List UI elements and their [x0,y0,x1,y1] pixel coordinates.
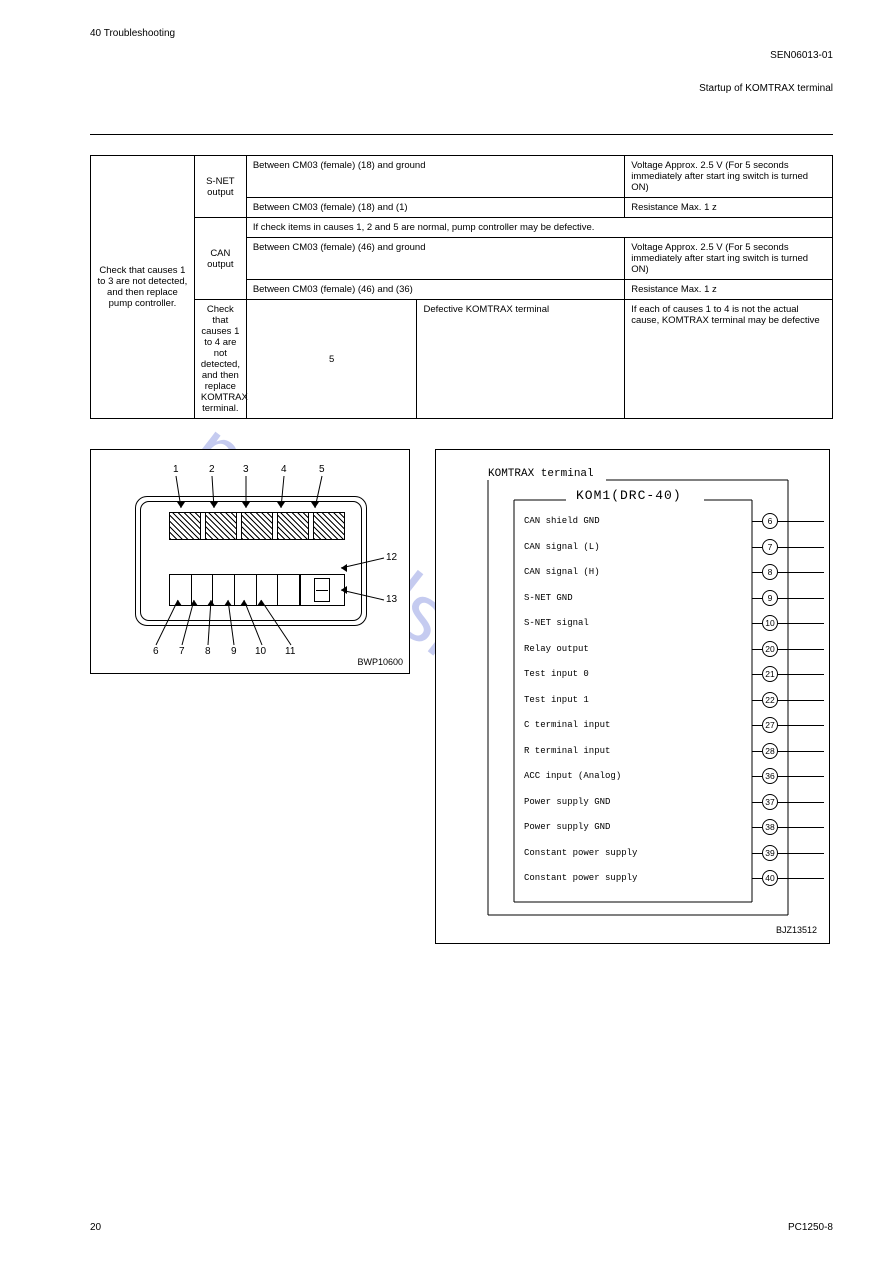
cause4-snet-c2-val: Resistance Max. 1 z [625,198,833,218]
main-content: Check that causes 1 to 3 are not detecte… [0,135,893,944]
d2-lead-outer [778,572,824,573]
d2-lead-inner [752,547,762,548]
d2-lead-outer [778,547,824,548]
d2-row-label: Constant power supply [524,848,637,858]
d2-pin: 28 [762,743,778,759]
d2-lead-inner [752,853,762,854]
cause4-snet-label: S-NET output [194,156,246,218]
d2-pin: 21 [762,666,778,682]
d2-lead-inner [752,776,762,777]
cause-table: Check that causes 1 to 3 are not detecte… [90,155,833,419]
d2-row-label: CAN signal (H) [524,567,600,577]
d2-lead-inner [752,649,762,650]
d2-row-label: Test input 0 [524,669,589,679]
d2-row-label: Constant power supply [524,873,637,883]
cause4-remedy: Check that causes 1 to 3 are not detecte… [91,156,195,419]
cause4-can-c2-val: Voltage Approx. 2.5 V (For 5 seconds imm… [625,238,833,280]
d2-lead-inner [752,725,762,726]
d2-lead-inner [752,674,762,675]
d2-pin: 40 [762,870,778,886]
d2-lead-inner [752,827,762,828]
d2-lead-inner [752,700,762,701]
cause4-can-c2-pins: Between CM03 (female) (46) and ground [246,238,624,280]
d2-lead-inner [752,521,762,522]
d2-lead-inner [752,598,762,599]
d2-lead-inner [752,878,762,879]
d2-lead-outer [778,802,824,803]
d1-arrows [91,450,409,673]
d2-row-label: Power supply GND [524,797,610,807]
d2-row-label: Relay output [524,644,589,654]
cause4-snet-c1-pins: Between CM03 (female) (18) and ground [246,156,624,198]
d2-pin: 37 [762,794,778,810]
header-right-1: SEN06013-01 [699,50,833,61]
d2-pin: 10 [762,615,778,631]
cause4-snet-c2-pins: Between CM03 (female) (18) and (1) [246,198,624,218]
d2-row-label: CAN signal (L) [524,542,600,552]
page-footer: 20 PC1250-8 [0,1222,893,1233]
d2-row-label: C terminal input [524,720,610,730]
table-row: Check that causes 1 to 3 are not detecte… [91,156,833,198]
d2-lead-outer [778,725,824,726]
d2-lead-outer [778,751,824,752]
d2-pin: 6 [762,513,778,529]
d2-lead-inner [752,802,762,803]
cause5-number: 5 [246,300,417,419]
d2-lead-outer [778,521,824,522]
d2-pin: 27 [762,717,778,733]
cause4-snet-c1-val: Voltage Approx. 2.5 V (For 5 seconds imm… [625,156,833,198]
footer-left: 20 [90,1222,101,1233]
d2-pin: 9 [762,590,778,606]
d2-lead-outer [778,649,824,650]
header-left: 40 Troubleshooting [90,28,175,116]
d2-lead-outer [778,598,824,599]
cause4-can-c1: If check items in causes 1, 2 and 5 are … [246,218,832,238]
d2-lead-outer [778,878,824,879]
d2-row-label: S-NET signal [524,618,589,628]
d2-lead-outer [778,776,824,777]
d2-lead-outer [778,827,824,828]
d2-lead-outer [778,623,824,624]
d2-row-label: CAN shield GND [524,516,600,526]
d2-row-label: S-NET GND [524,593,573,603]
d2-pin: 8 [762,564,778,580]
d2-row-label: ACC input (Analog) [524,771,621,781]
figures-row: BWP10600 1 [90,449,833,944]
d2-row-label: R terminal input [524,746,610,756]
d2-lead-inner [752,623,762,624]
header-right-2: Startup of KOMTRAX terminal [699,83,833,94]
d2-lead-inner [752,572,762,573]
header-right: SEN06013-01 Startup of KOMTRAX terminal [699,28,833,116]
d2-lead-outer [778,674,824,675]
d2-pin: 20 [762,641,778,657]
table-row: Check that causes 1 to 4 are not detecte… [91,300,833,419]
page-header: 40 Troubleshooting SEN06013-01 Startup o… [0,0,893,126]
d2-lead-outer [778,853,824,854]
cause5-check: If each of causes 1 to 4 is not the actu… [625,300,833,419]
table-row: CAN output If check items in causes 1, 2… [91,218,833,238]
d2-pin: 38 [762,819,778,835]
d2-lead-outer [778,700,824,701]
d2-pin: 7 [762,539,778,555]
cause5-remedy: Check that causes 1 to 4 are not detecte… [194,300,246,419]
cause4-can-label: CAN output [194,218,246,300]
cause4-can-c3-val: Resistance Max. 1 z [625,280,833,300]
d2-row-label: Power supply GND [524,822,610,832]
d2-lead-inner [752,751,762,752]
cause5-title: Defective KOMTRAX terminal [417,300,625,419]
diagram-1: BWP10600 1 [90,449,410,674]
d2-pin: 39 [762,845,778,861]
cause4-can-c3-pins: Between CM03 (female) (46) and (36) [246,280,624,300]
d2-pin: 36 [762,768,778,784]
diagram-2: BJZ13512 KOMTRAX terminal KOM1(DRC-40) C… [435,449,830,944]
d2-row-label: Test input 1 [524,695,589,705]
d2-pin: 22 [762,692,778,708]
footer-right: PC1250-8 [788,1222,833,1233]
